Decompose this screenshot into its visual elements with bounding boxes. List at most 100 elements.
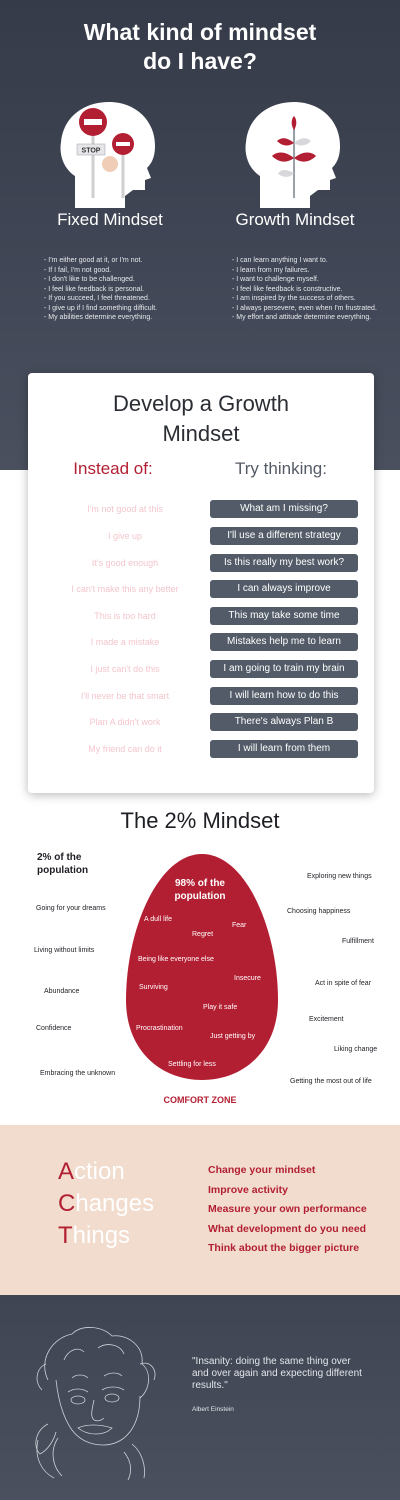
egg-population-line-1: 98% of the	[174, 878, 225, 889]
act-word-initial: T	[58, 1222, 73, 1249]
list-item: - I can learn anything I want to.	[232, 257, 328, 264]
outside-item: Liking change	[334, 1046, 378, 1053]
list-item: - I always persevere, even when I'm frus…	[232, 304, 377, 312]
list-item: - If you succeed, I feel threatened.	[44, 295, 150, 302]
try-thinking-item: Is this really my best work?	[210, 554, 358, 572]
growth-mindset-list: - I can learn anything I want to. - I le…	[232, 256, 382, 323]
list-item: - I feel like feedback is personal.	[44, 285, 144, 293]
act-section	[0, 1125, 400, 1295]
act-word-rest: hanges	[75, 1190, 155, 1217]
try-thinking-item: Mistakes help me to learn	[210, 633, 358, 651]
act-word-initial: A	[58, 1158, 75, 1185]
try-thinking-item: I will learn how to do this	[210, 687, 358, 705]
act-list: Change your mindset Improve activity Mea…	[208, 1161, 367, 1259]
act-word-things: Things	[58, 1222, 130, 1250]
inside-item: Procrastination	[136, 1025, 183, 1032]
list-item: - My effort and attitude determine every…	[232, 314, 372, 321]
fixed-mindset-title: Fixed Mindset	[57, 210, 163, 229]
comfort-zone-egg	[126, 854, 278, 1080]
try-thinking-item: This may take some time	[210, 607, 358, 625]
outside-item: Exploring new things	[307, 873, 372, 880]
instead-of-item: My friend can do it	[88, 744, 162, 754]
outside-item: Living without limits	[34, 947, 95, 954]
instead-of-item: I made a mistake	[90, 637, 160, 647]
develop-growth-card: Develop a Growth Mindset Instead of: Try…	[28, 373, 374, 793]
instead-of-item: It's good enough	[91, 558, 159, 568]
inside-item: Surviving	[139, 984, 168, 991]
outside-item: Getting the most out of life	[290, 1078, 372, 1085]
quote-section	[0, 1295, 400, 1500]
act-list-item: Measure your own performance	[208, 1203, 367, 1215]
inside-item: Settling for less	[168, 1061, 216, 1068]
instead-of-item: I'm not good at this	[87, 504, 163, 514]
growth-mindset-title: Growth Mindset	[235, 210, 355, 229]
list-item: - If I fail, I'm not good.	[44, 266, 112, 274]
list-item: - I learn from my failures.	[232, 266, 310, 274]
outside-item: Embracing the unknown	[40, 1070, 116, 1077]
instead-of-item: This is too hard	[94, 611, 156, 621]
egg-population-line-2: population	[174, 891, 226, 902]
try-thinking-item: I will learn from them	[210, 740, 358, 758]
act-list-item: What development do you need	[208, 1222, 367, 1235]
try-thinking-item: I'll use a different strategy	[210, 527, 358, 545]
fixed-mindset-list: - I'm either good at it, or I'm not. - I…	[44, 256, 194, 323]
try-thinking-heading: Try thinking:	[235, 459, 327, 478]
try-thinking-item: I am going to train my brain	[210, 660, 358, 678]
act-word-initial: C	[58, 1190, 76, 1217]
develop-title-line-1: Develop a Growth	[112, 391, 290, 416]
egg-population-label: 98% of the population	[160, 877, 240, 903]
stop-sign-icon: STOP	[76, 143, 106, 156]
outside-item: Choosing happiness	[287, 908, 351, 915]
inside-item: Play it safe	[203, 1004, 238, 1011]
population-line-1: 2% of the	[37, 852, 82, 863]
quote-author: Albert Einstein	[192, 1406, 234, 1413]
act-list-item: Think about the bigger picture	[208, 1242, 360, 1254]
list-item: - I'm either good at it, or I'm not.	[44, 257, 143, 264]
try-thinking-item: I can always improve	[210, 580, 358, 598]
inside-item: Just getting by	[210, 1033, 256, 1040]
inside-item: Being like everyone else	[138, 956, 214, 963]
outside-item: Fulfillment	[342, 938, 374, 945]
list-item: - My abilities determine everything.	[44, 314, 153, 321]
act-list-item: Change your mindset	[208, 1164, 316, 1176]
hero-title-line-2: do I have?	[143, 48, 257, 74]
einstein-quote: "Insanity: doing the same thing over and…	[192, 1356, 362, 1391]
yield-sign-icon	[102, 156, 118, 172]
instead-of-item: I can't make this any better	[71, 584, 179, 594]
two-percent-population-label: 2% of the population	[37, 851, 127, 877]
fixed-mindset-head-icon: STOP	[60, 102, 155, 208]
instead-of-item: Plan A didn't work	[89, 717, 161, 727]
try-thinking-item: What am I missing?	[210, 500, 358, 518]
svg-text:STOP: STOP	[82, 148, 101, 155]
hero-title-line-1: What kind of mindset	[83, 19, 317, 45]
instead-of-item: I give up	[107, 531, 143, 541]
no-entry-sign-icon	[79, 108, 107, 198]
list-item: - I want to challenge myself.	[232, 276, 319, 283]
instead-of-heading: Instead of:	[73, 459, 153, 478]
outside-item: Confidence	[36, 1025, 72, 1032]
comfort-zone-label: COMFORT ZONE	[163, 1095, 237, 1105]
list-item: - I give up if I find something difficul…	[44, 304, 158, 312]
inside-item: Regret	[192, 931, 214, 938]
develop-title: Develop a Growth Mindset	[28, 389, 374, 449]
sprouting-plant-icon	[272, 116, 316, 198]
inside-item: Fear	[232, 922, 247, 929]
act-word-rest: ction	[74, 1158, 125, 1185]
growth-mindset-head-icon	[245, 102, 340, 208]
act-word-action: Action	[58, 1158, 125, 1186]
no-entry-sign-icon	[112, 133, 134, 198]
hero-title: What kind of mindset do I have?	[0, 18, 400, 76]
list-item: - I feel like feedback is constructive.	[232, 285, 343, 293]
list-item: - I am inspired by the success of others…	[232, 295, 356, 302]
try-thinking-item: There's always Plan B	[210, 713, 358, 731]
two-percent-title: The 2% Mindset	[120, 808, 280, 833]
einstein-portrait-line-drawing	[35, 1327, 156, 1480]
outside-item: Excitement	[309, 1016, 344, 1023]
list-item: - I don't like to be challenged.	[44, 276, 135, 283]
act-list-item: Improve activity	[208, 1183, 288, 1196]
instead-of-item: I'll never be that smart	[80, 691, 170, 701]
outside-item: Abundance	[44, 988, 80, 995]
inside-item: Insecure	[234, 975, 261, 982]
outside-item: Act in spite of fear	[315, 980, 372, 987]
population-line-2: population	[37, 865, 89, 876]
